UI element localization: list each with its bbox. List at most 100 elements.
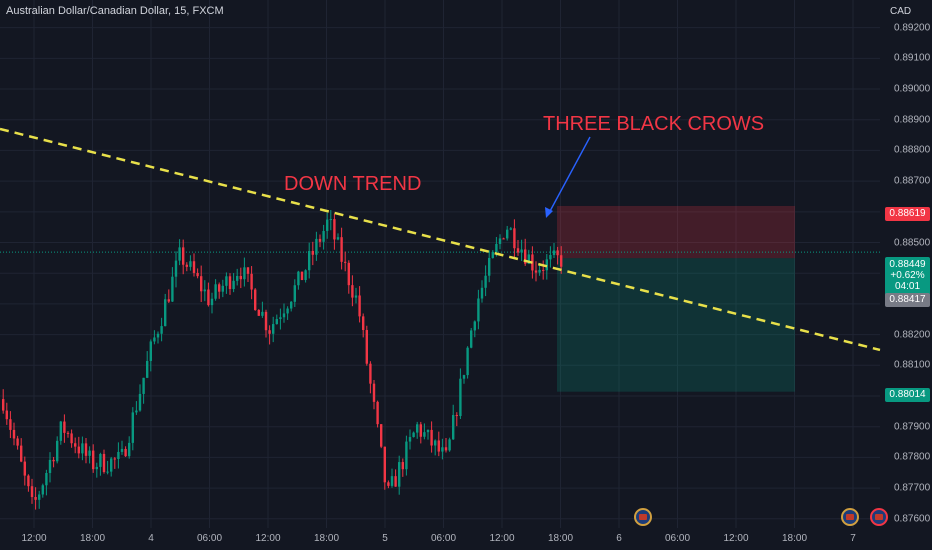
candle-body: [437, 440, 440, 452]
candle-body: [459, 378, 462, 417]
x-tick-label: 06:00: [196, 533, 223, 544]
take-profit-price-tag: 0.88014: [885, 388, 930, 402]
entry-price-tag: 0.88417: [885, 293, 930, 307]
x-tick-label: 18:00: [79, 533, 106, 544]
candle-body: [434, 440, 437, 446]
candle-body: [174, 260, 178, 277]
pattern-annotation[interactable]: THREE BLACK CROWS: [543, 113, 765, 135]
candle-body: [423, 432, 426, 437]
candle-body: [120, 448, 124, 452]
candle-body: [20, 445, 23, 462]
candle-body: [160, 326, 163, 334]
candle-body: [243, 267, 246, 280]
trendline[interactable]: [0, 127, 881, 352]
candle-body: [239, 275, 242, 280]
candle-body: [322, 230, 325, 242]
candle-body: [9, 419, 12, 430]
candle-body: [171, 276, 174, 302]
candle-body: [344, 261, 347, 263]
candle-body: [279, 317, 282, 320]
candle-body: [524, 249, 527, 264]
candle-body: [329, 219, 332, 221]
candle-body: [470, 330, 473, 348]
candle-body: [430, 429, 433, 446]
candle-body: [387, 482, 390, 486]
candle-body: [135, 410, 138, 413]
x-tick-label: 12:00: [21, 533, 47, 544]
candle-body: [106, 471, 109, 473]
candle-body: [394, 476, 397, 487]
candle-body: [95, 466, 98, 470]
candle-body: [268, 330, 271, 334]
candle-body: [218, 284, 221, 292]
candle-body: [488, 257, 491, 276]
candle-body: [275, 319, 278, 325]
candle-body: [340, 237, 343, 262]
candle-body: [2, 399, 5, 411]
candle-body: [452, 415, 455, 440]
trend-annotation[interactable]: DOWN TREND: [284, 173, 422, 195]
candle-body: [534, 270, 538, 273]
candle-body: [45, 472, 48, 486]
candle-body: [48, 459, 52, 473]
y-tick-label: 0.87600: [894, 513, 931, 525]
candle-body: [41, 485, 44, 495]
candle-body: [362, 316, 365, 331]
australia-flag-icon[interactable]: [841, 508, 859, 526]
candle-body: [398, 462, 401, 487]
candle-body: [77, 446, 80, 454]
candle-body: [27, 475, 30, 487]
candle-body: [221, 285, 224, 292]
candle-body: [66, 432, 70, 434]
candle-body: [304, 270, 307, 280]
chart-title: Australian Dollar/Canadian Dollar, 15, F…: [6, 5, 224, 17]
y-tick-label: 0.89000: [894, 83, 931, 95]
candle-body: [110, 458, 113, 472]
x-tick-label: 5: [382, 533, 388, 544]
candle-body: [34, 497, 37, 500]
x-tick-label: 18:00: [313, 533, 340, 544]
candle-body: [527, 254, 530, 264]
candle-body: [246, 267, 250, 274]
x-tick-label: 12:00: [723, 533, 749, 544]
candle-body: [372, 383, 376, 402]
candle-body: [102, 453, 106, 472]
candle-body: [509, 228, 512, 230]
candle-body: [56, 440, 59, 462]
candle-body: [369, 363, 372, 384]
candle-body: [70, 433, 73, 444]
candle-body: [149, 341, 152, 361]
candle-body: [189, 261, 192, 267]
candle-body: [390, 476, 394, 486]
australia-flag-icon[interactable]: [870, 508, 888, 526]
candle-body: [146, 360, 149, 378]
candle-body: [556, 250, 559, 256]
candle-body: [236, 275, 239, 281]
candle-body: [88, 450, 91, 456]
candle-body: [336, 237, 340, 240]
x-tick-label: 18:00: [781, 533, 808, 544]
candle-body: [192, 261, 196, 273]
candle-body: [92, 450, 95, 470]
candle-body: [408, 437, 412, 442]
candle-body: [250, 273, 253, 290]
stop-loss-zone: [557, 205, 795, 259]
candle-body: [99, 453, 102, 467]
candle-body: [416, 424, 419, 433]
candle-body: [84, 443, 88, 456]
candle-body: [466, 347, 469, 376]
arrow-line[interactable]: [548, 136, 591, 214]
candle-body: [225, 276, 228, 286]
candles: [2, 209, 563, 510]
candle-body: [347, 262, 350, 286]
candle-body: [203, 289, 206, 292]
australia-flag-icon[interactable]: [634, 508, 652, 526]
candle-body: [513, 228, 516, 249]
y-tick-label: 0.88800: [894, 144, 931, 156]
x-tick-label: 4: [148, 533, 154, 544]
candle-body: [502, 238, 505, 240]
candle-body: [318, 238, 322, 242]
candle-body: [178, 247, 181, 261]
candle-body: [293, 285, 296, 302]
